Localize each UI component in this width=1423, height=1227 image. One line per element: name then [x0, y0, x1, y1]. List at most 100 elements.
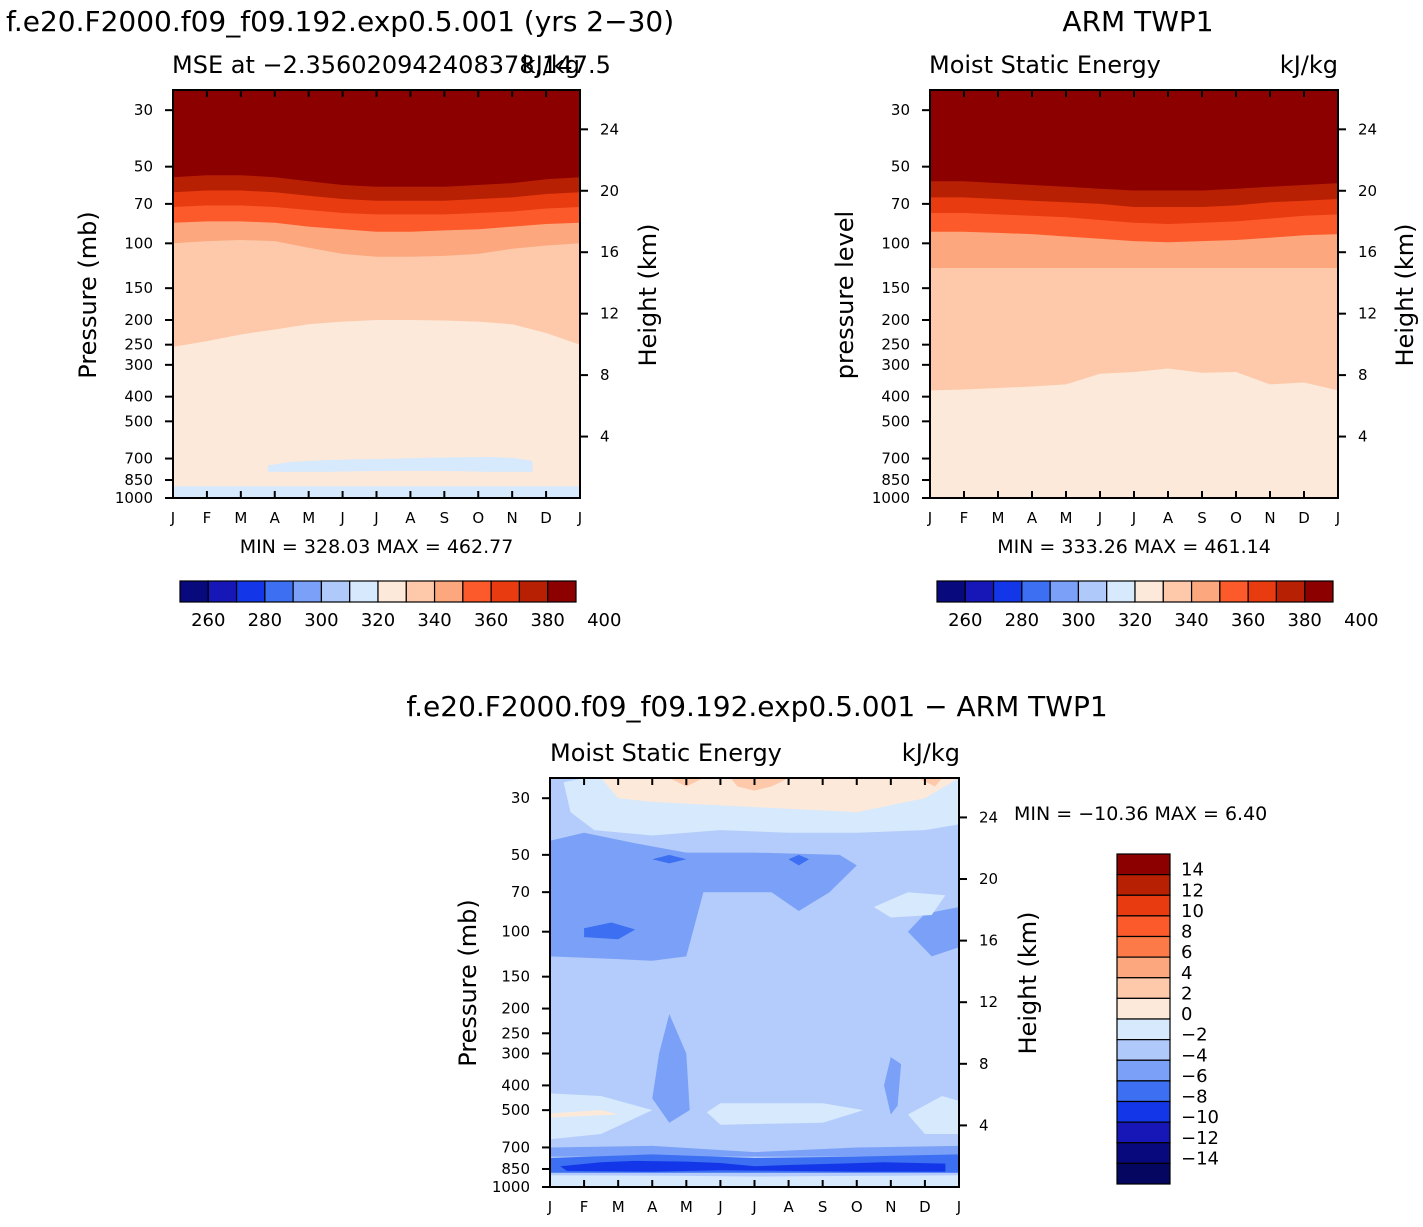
diff-contour-region — [873, 892, 946, 918]
model-x-tick-label: J — [373, 509, 378, 527]
diff-y-right-tick-label: 20 — [979, 870, 998, 888]
diff-colorbar-label: −8 — [1181, 1087, 1208, 1108]
model-blob — [268, 457, 533, 472]
diff-x-tick-label: N — [885, 1198, 896, 1216]
model-colorbar-label: 300 — [304, 610, 338, 631]
diff-contour-region — [706, 1103, 864, 1125]
diff-colorbar-swatch — [1116, 1080, 1171, 1103]
model-x-tick-label: N — [507, 509, 518, 527]
model-colorbar-label: 400 — [587, 610, 621, 631]
model-colorbar-swatch — [377, 580, 407, 603]
obs-ylabel-right: Height (km) — [1391, 224, 1419, 367]
model-subtitle: MSE at −2.356020942408378,147.5 — [172, 51, 611, 79]
model-y-tick-label: 500 — [124, 412, 153, 430]
diff-colorbar-label: 0 — [1181, 1004, 1192, 1025]
model-colorbar: 260 280 300 320 340 360 380 400 — [179, 580, 621, 631]
diff-colorbar-label: 14 — [1181, 860, 1204, 881]
obs-x-tick-label: M — [992, 509, 1005, 527]
model-y-tick-label: 1000 — [115, 489, 153, 507]
obs-y-tick-label: 70 — [891, 195, 910, 213]
diff-y-tick-label: 200 — [501, 1000, 530, 1018]
model-title: f.e20.F2000.f09_f09.192.exp0.5.001 (yrs … — [6, 5, 674, 38]
model-x-tick-label: J — [577, 509, 582, 527]
model-colorbar-label: 280 — [248, 610, 282, 631]
diff-x-tick-label: J — [751, 1198, 756, 1216]
diff-colorbar-label: −12 — [1181, 1128, 1219, 1149]
diff-colorbar-swatch — [1116, 935, 1171, 958]
diff-y-right-tick-label: 12 — [979, 993, 998, 1011]
model-panel: J F M A M J J A S O N D J 30 50 70 100 150 200 250 300 400 500… — [115, 89, 619, 558]
diff-x-tick-label: M — [612, 1198, 625, 1216]
diff-y-tick-label: 400 — [501, 1076, 530, 1094]
obs-x-tick-label: F — [960, 509, 969, 527]
obs-x-tick-label: M — [1060, 509, 1073, 527]
model-y-tick-label: 70 — [134, 195, 153, 213]
diff-x-tick-label: J — [956, 1198, 961, 1216]
model-x-tick-label: D — [540, 509, 552, 527]
obs-y-tick-label: 500 — [881, 412, 910, 430]
obs-y-tick-label: 700 — [881, 450, 910, 468]
model-colorbar-swatch — [433, 580, 464, 603]
obs-colorbar-swatch — [1162, 580, 1193, 603]
model-colorbar-swatch — [235, 580, 266, 603]
obs-colorbar-swatch — [1247, 580, 1278, 603]
model-colorbar-swatch — [349, 580, 379, 603]
obs-title: ARM TWP1 — [1062, 5, 1213, 38]
diff-colorbar-label: 6 — [1181, 942, 1192, 963]
obs-colorbar-swatch — [1304, 580, 1334, 603]
diff-y-right-tick-label: 24 — [979, 808, 998, 826]
diff-min-max: MIN = −10.36 MAX = 6.40 — [1014, 803, 1267, 825]
model-colorbar-swatch — [264, 580, 294, 603]
diff-x-tick-label: A — [647, 1198, 658, 1216]
obs-y-tick-label: 400 — [881, 388, 910, 406]
obs-x-tick-label: A — [1163, 509, 1174, 527]
obs-colorbar-swatch — [1106, 580, 1136, 603]
model-colorbar-swatch — [320, 580, 351, 603]
model-y-right-tick-label: 4 — [600, 428, 610, 446]
diff-colorbar-swatch — [1116, 997, 1171, 1020]
obs-ylabel: pressure level — [831, 211, 859, 379]
obs-colorbar-swatch — [1049, 580, 1080, 603]
model-y-tick-label: 700 — [124, 450, 153, 468]
diff-title: f.e20.F2000.f09_f09.192.exp0.5.001 − ARM… — [406, 690, 1107, 723]
diff-colorbar-label: −6 — [1181, 1066, 1208, 1087]
diff-y-right-tick-label: 4 — [979, 1116, 989, 1134]
diff-x-tick-label: A — [783, 1198, 794, 1216]
diff-colorbar-swatch — [1116, 1018, 1171, 1041]
model-x-tick-label: O — [472, 509, 484, 527]
diff-colorbar-swatch — [1116, 1142, 1171, 1164]
diff-y-tick-label: 700 — [501, 1138, 530, 1156]
diff-subtitle: Moist Static Energy — [550, 739, 782, 767]
diff-y-tick-label: 500 — [501, 1101, 530, 1119]
obs-x-tick-label: J — [1335, 509, 1340, 527]
diff-colorbar-label: −14 — [1181, 1148, 1219, 1169]
diff-y-tick-label: 150 — [501, 968, 530, 986]
diff-contour-region — [884, 1057, 902, 1115]
diff-colorbar-swatch — [1116, 853, 1171, 876]
diff-x-tick-label: M — [680, 1198, 693, 1216]
obs-colorbar-swatch — [1219, 580, 1249, 603]
model-ylabel-right: Height (km) — [634, 224, 662, 367]
obs-y-tick-label: 50 — [891, 158, 910, 176]
obs-colorbar-swatch — [1077, 580, 1108, 603]
diff-y-right-tick-label: 8 — [979, 1055, 989, 1073]
model-colorbar-label: 320 — [361, 610, 395, 631]
diff-contour-region — [730, 778, 789, 791]
diff-colorbar-swatch — [1116, 915, 1171, 938]
model-units: kJ/kg — [522, 51, 580, 79]
obs-colorbar-swatch — [1275, 580, 1306, 603]
diff-x-tick-label: D — [919, 1198, 931, 1216]
model-colorbar-swatch — [207, 580, 238, 603]
obs-y-right-tick-label: 24 — [1358, 120, 1377, 138]
obs-colorbar-label: 280 — [1005, 610, 1039, 631]
diff-x-tick-label: J — [547, 1198, 552, 1216]
obs-colorbar-swatch — [992, 580, 1023, 603]
obs-x-tick-label: O — [1230, 509, 1242, 527]
diff-y-tick-label: 300 — [501, 1045, 530, 1063]
diff-contour-region — [652, 1014, 690, 1123]
model-y-tick-label: 850 — [124, 471, 153, 489]
obs-band — [930, 90, 1338, 191]
diff-colorbar-swatch — [1116, 1059, 1171, 1082]
obs-y-tick-label: 200 — [881, 311, 910, 329]
